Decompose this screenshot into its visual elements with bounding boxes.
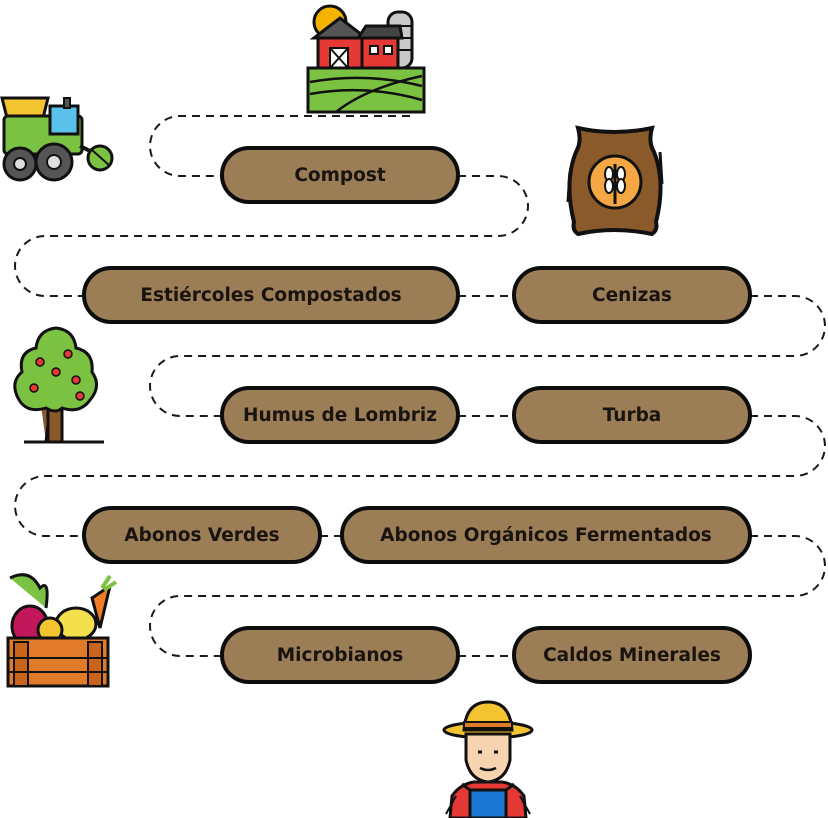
node-label: Abonos Orgánicos Fermentados [380,524,712,546]
node-abonos-verdes: Abonos Verdes [82,506,322,564]
vegetable-crate-icon [6,573,118,688]
node-compost: Compost [220,146,460,204]
fruit-tree-icon [13,326,104,444]
node-label: Humus de Lombriz [242,404,438,426]
node-caldos: Caldos Minerales [512,626,752,684]
node-label: Abonos Verdes [124,524,280,546]
node-label: Estiércoles Compostados [140,284,402,306]
node-turba: Turba [512,386,752,444]
node-fermentados: Abonos Orgánicos Fermentados [340,506,752,564]
node-cenizas: Cenizas [512,266,752,324]
node-label: Caldos Minerales [543,644,721,666]
node-label: Turba [602,404,662,426]
node-label: Microbianos [276,644,404,666]
farm-barn-icon [306,4,426,114]
node-microbianos: Microbianos [220,626,460,684]
node-estiercoles: Estiércoles Compostados [82,266,460,324]
tractor-icon [0,96,114,182]
node-label: Cenizas [592,284,672,306]
grain-sack-icon [566,125,664,237]
node-label: Compost [294,164,386,186]
farmer-icon [442,700,534,818]
node-humus: Humus de Lombriz [220,386,460,444]
